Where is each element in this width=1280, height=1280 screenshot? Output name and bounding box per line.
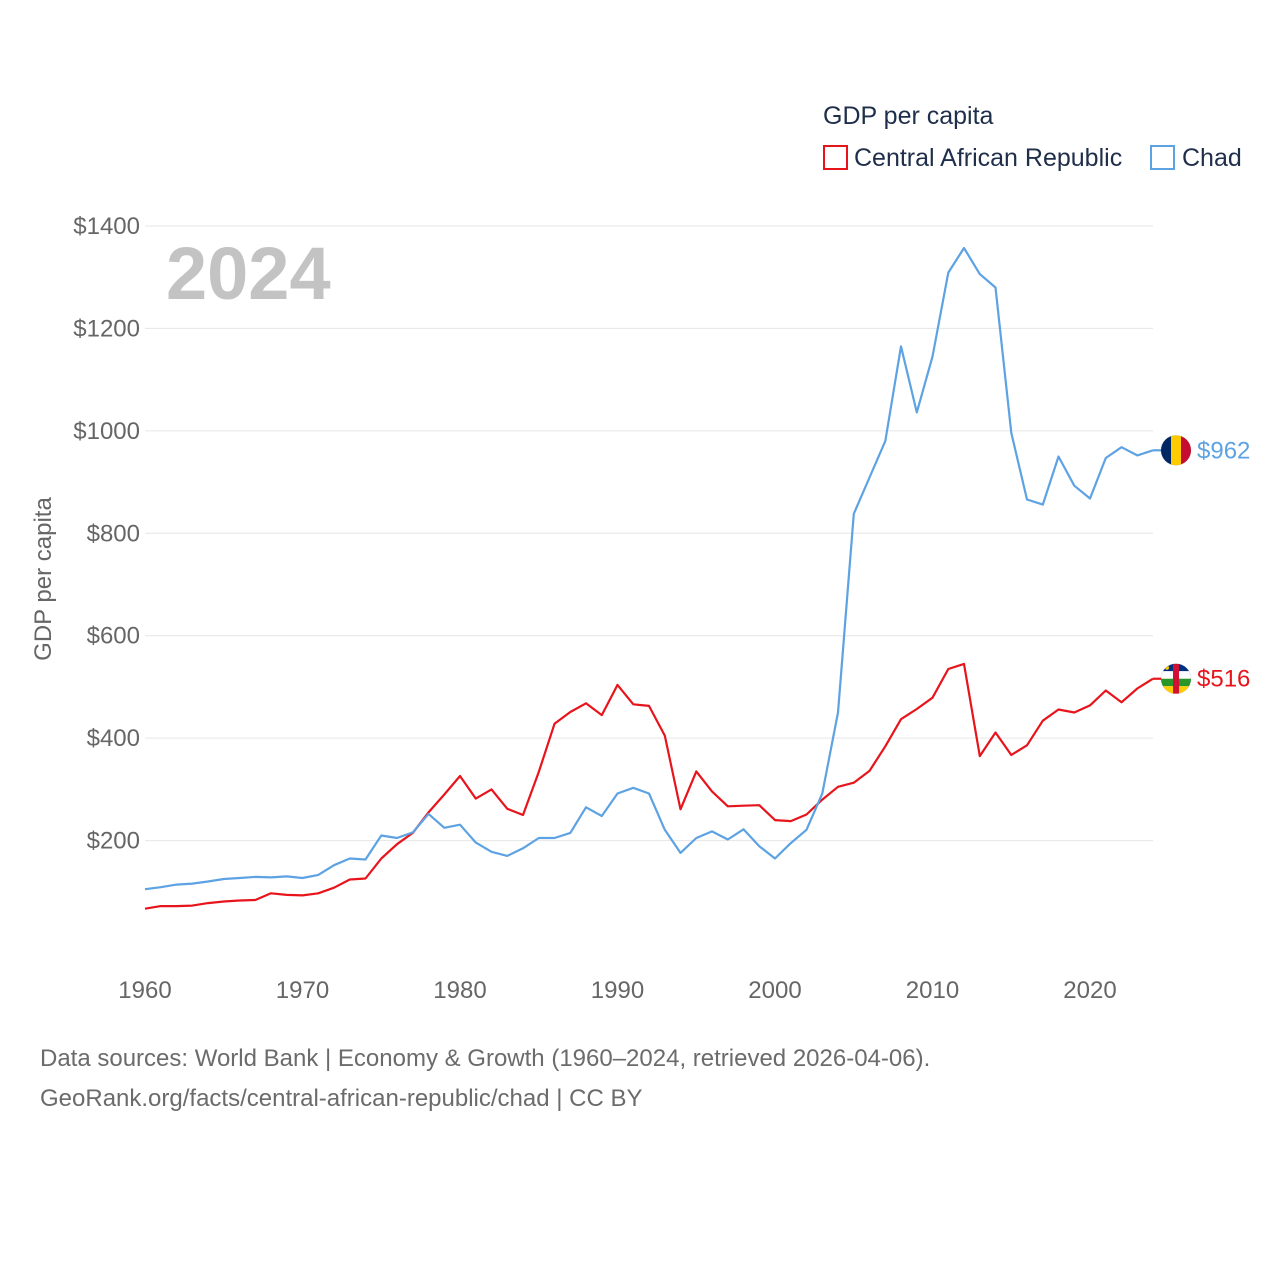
y-axis-title: GDP per capita: [30, 497, 57, 661]
x-tick-label: 2000: [748, 977, 801, 1004]
end-value-label: $962: [1197, 437, 1250, 464]
y-tick-label: $600: [87, 623, 140, 650]
current-year-label: 2024: [166, 232, 331, 315]
y-tick-label: $200: [87, 828, 140, 855]
series-line-central-african-republic[interactable]: [144, 662, 1154, 910]
x-tick-label: 2010: [906, 977, 959, 1004]
end-labels: $516 $962: [1153, 434, 1250, 695]
legend: GDP per capita Central African Republic …: [823, 102, 1242, 172]
end-value-label: $516: [1197, 666, 1250, 693]
series-layer: [144, 246, 1154, 910]
source-link[interactable]: GeoRank.org/facts/central-african-republ…: [40, 1085, 643, 1112]
legend-item-chad[interactable]: Chad: [1150, 144, 1242, 172]
y-tick-label: $400: [87, 725, 140, 752]
legend-item-central-african-republic[interactable]: Central African Republic: [823, 144, 1122, 172]
y-tick-label: $1000: [73, 418, 140, 445]
y-tick-label: $1400: [73, 213, 140, 240]
x-tick-label: 1970: [276, 977, 329, 1004]
y-tick-label: $1200: [73, 315, 140, 342]
y-tick-label: $800: [87, 520, 140, 547]
chad-flag-icon: [1160, 434, 1192, 466]
grid: [145, 225, 1153, 842]
central-african-republic-flag-icon: [1160, 663, 1192, 695]
legend-title: GDP per capita: [823, 102, 994, 130]
x-tick-label: 1990: [591, 977, 644, 1004]
x-tick-label: 2020: [1063, 977, 1116, 1004]
x-tick-label: 1980: [433, 977, 486, 1004]
series-line-chad[interactable]: [144, 246, 1154, 891]
legend-swatch: [823, 145, 848, 170]
legend-label: Central African Republic: [854, 144, 1122, 172]
legend-label: Chad: [1182, 144, 1242, 172]
source-line: Data sources: World Bank | Economy & Gro…: [40, 1045, 931, 1072]
x-tick-label: 1960: [118, 977, 171, 1004]
x-axis: 1960 1970 1980 1990 2000 2010 2020: [118, 977, 1116, 1004]
legend-swatch: [1150, 145, 1175, 170]
y-axis: $200 $400 $600 $800 $1000 $1200 $1400: [73, 213, 140, 855]
